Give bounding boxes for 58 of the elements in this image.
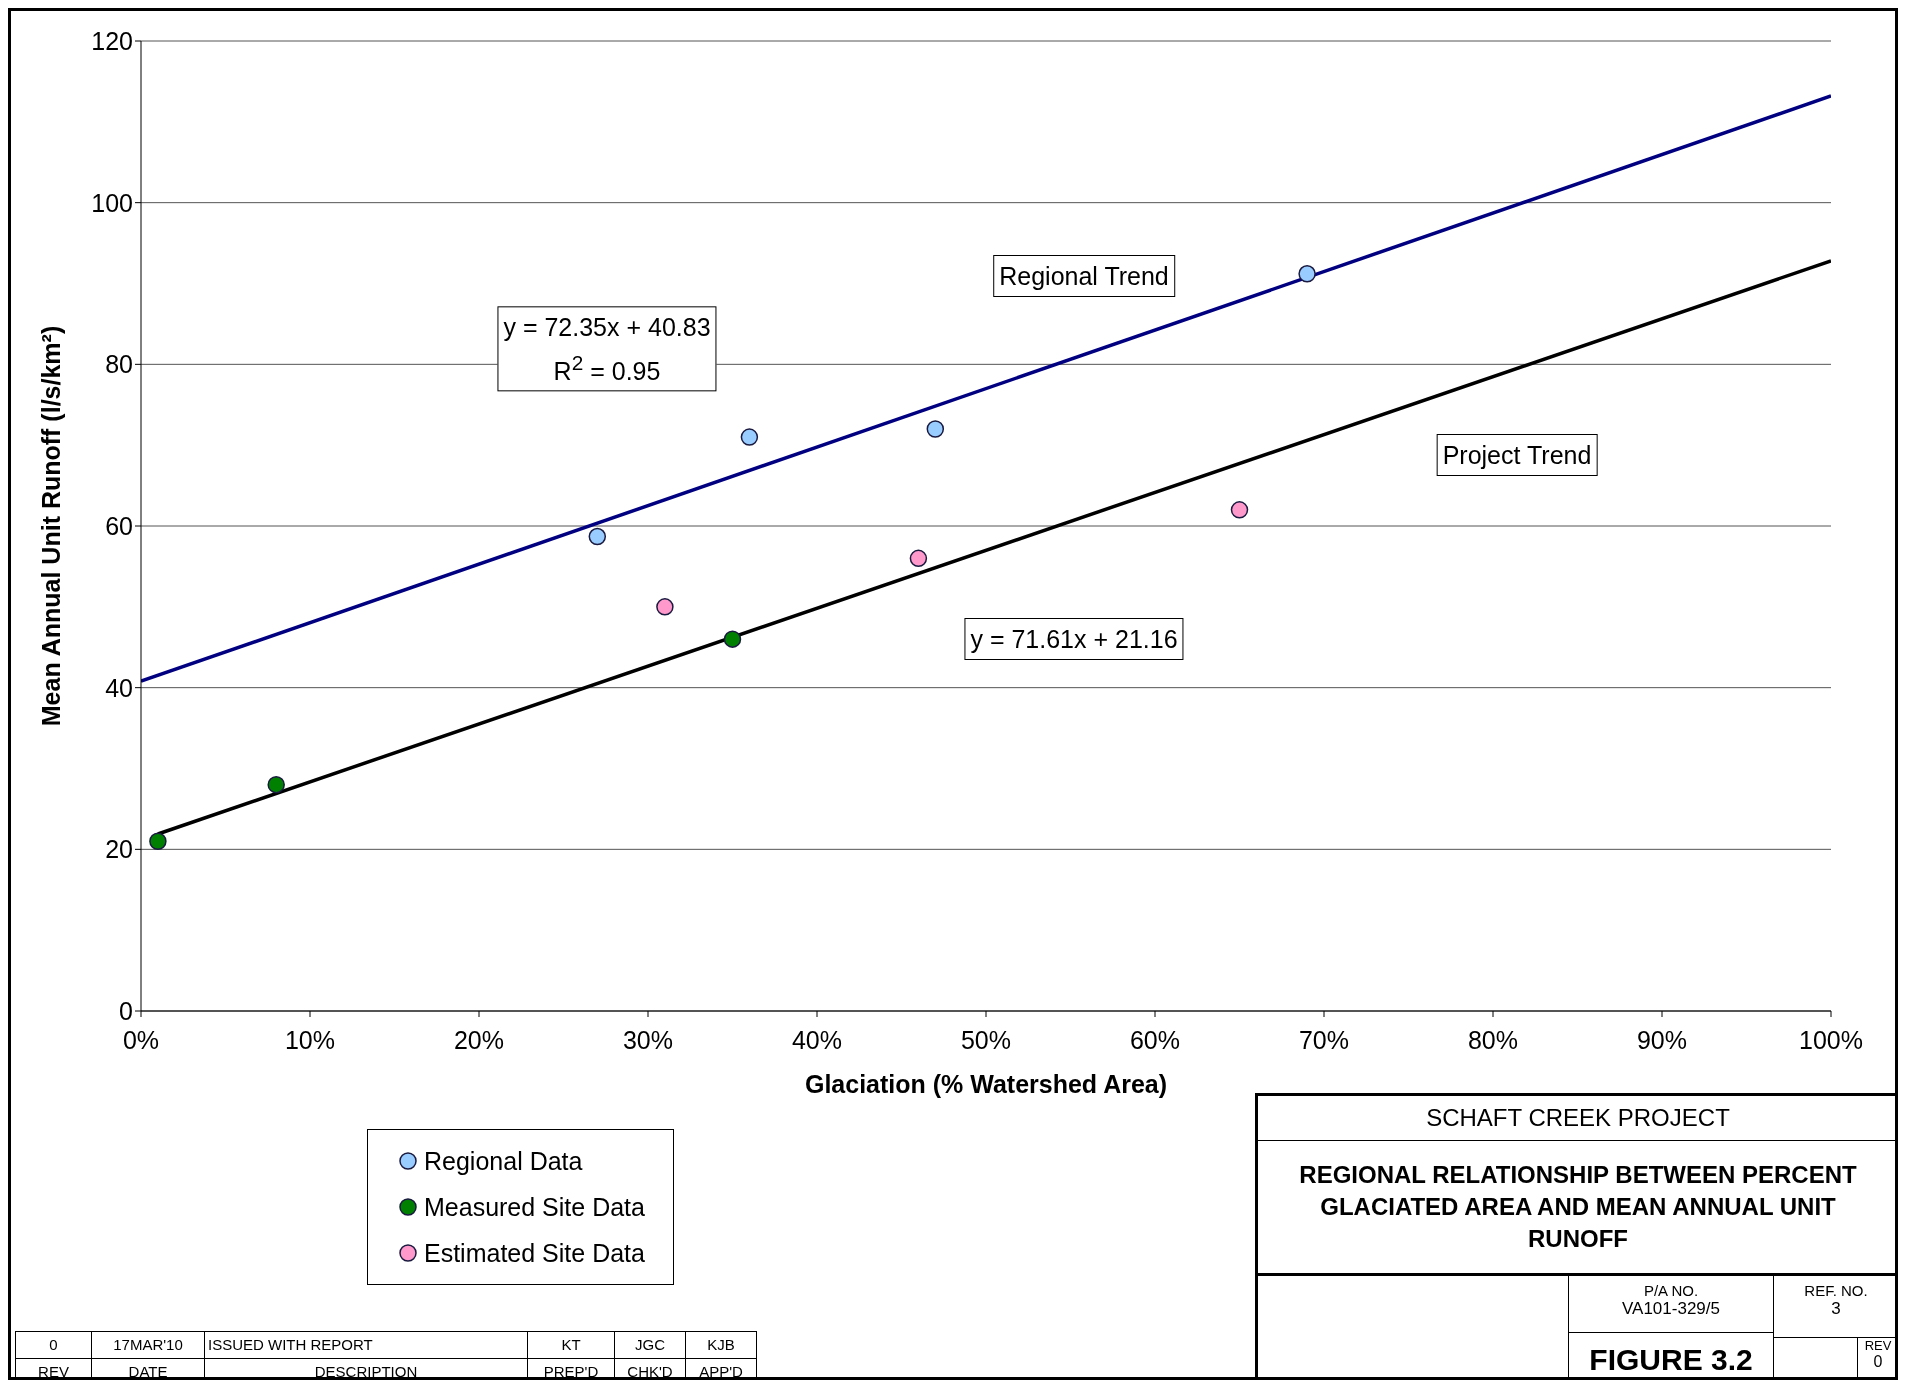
x-axis-title: Glaciation (% Watershed Area) (804, 1070, 1168, 1098)
text: REV (16, 1359, 92, 1380)
point (656, 598, 674, 616)
legend-label: Estimated Site Data (424, 1238, 645, 1269)
text: KJB (686, 1332, 757, 1358)
text: 17MAR'10 (92, 1332, 205, 1358)
text: REGIONAL RELATIONSHIP BETWEEN PERCENT GLACIATED AREA AND MEAN ANNUAL UNIT RUNOFF (1258, 1141, 1898, 1276)
text: VA101-329/5 (1621, 1299, 1721, 1319)
text: P/A NO. (1642, 1282, 1700, 1299)
text: JGC (615, 1332, 686, 1358)
text: 0 (16, 1332, 92, 1358)
y-tick-label: 20 (105, 835, 133, 864)
x-tick-label: 20% (453, 1025, 505, 1054)
text: CHK'D (615, 1359, 686, 1380)
x-tick-label: 60% (1129, 1025, 1181, 1054)
caption: FIGURE 3.2 (1588, 1341, 1754, 1378)
point (926, 420, 945, 438)
point (149, 832, 167, 850)
point (267, 775, 285, 794)
point (909, 549, 928, 568)
x-tick-label: 50% (960, 1025, 1012, 1054)
x-tick-label: 0% (122, 1025, 160, 1054)
x-tick-label: 70% (1298, 1025, 1350, 1054)
text: 0 (1872, 1352, 1884, 1371)
legend-label: Measured Site Data (424, 1192, 645, 1223)
text: KT (528, 1332, 615, 1358)
x-tick-label: 100% (1799, 1025, 1863, 1054)
text: PREP'D (528, 1359, 615, 1380)
x-tick-label: 90% (1636, 1025, 1688, 1054)
text: DESCRIPTION (205, 1359, 528, 1380)
text: REF. NO. (1803, 1282, 1869, 1299)
x-tick-label: 80% (1467, 1025, 1519, 1054)
annotation: Regional Trend (999, 261, 1169, 292)
point (723, 630, 742, 648)
point (588, 527, 607, 546)
text: REV (1863, 1337, 1893, 1353)
annotation: y = 72.35x + 40.83 R$^{2}$ = 0.95 (503, 312, 711, 387)
point (1298, 265, 1316, 283)
text: ISSUED WITH REPORT (205, 1332, 528, 1358)
y-tick-label: 60 (105, 511, 133, 540)
x-tick-label: 10% (284, 1025, 336, 1054)
x-tick-label: 40% (791, 1025, 843, 1054)
y-tick-label: 0 (119, 996, 133, 1025)
text: APP'D (686, 1359, 757, 1380)
text: SCHAFT CREEK PROJECT (1258, 1096, 1898, 1141)
y-tick-label: 80 (105, 350, 133, 379)
text: 3 (1830, 1299, 1842, 1319)
y-tick-label: 100 (91, 188, 133, 217)
point (740, 428, 759, 446)
y-axis-title: Mean Annual Unit Runoff (l/s/km²) (36, 325, 65, 727)
point (1230, 501, 1249, 519)
x-tick-label: 30% (622, 1025, 674, 1054)
y-tick-label: 40 (105, 673, 133, 702)
y-tick-label: 120 (91, 26, 133, 55)
legend-label: Regional Data (424, 1146, 583, 1177)
annotation: Project Trend (1442, 440, 1592, 471)
text: DATE (92, 1359, 205, 1380)
annotation: y = 71.61x + 21.16 (970, 624, 1178, 655)
